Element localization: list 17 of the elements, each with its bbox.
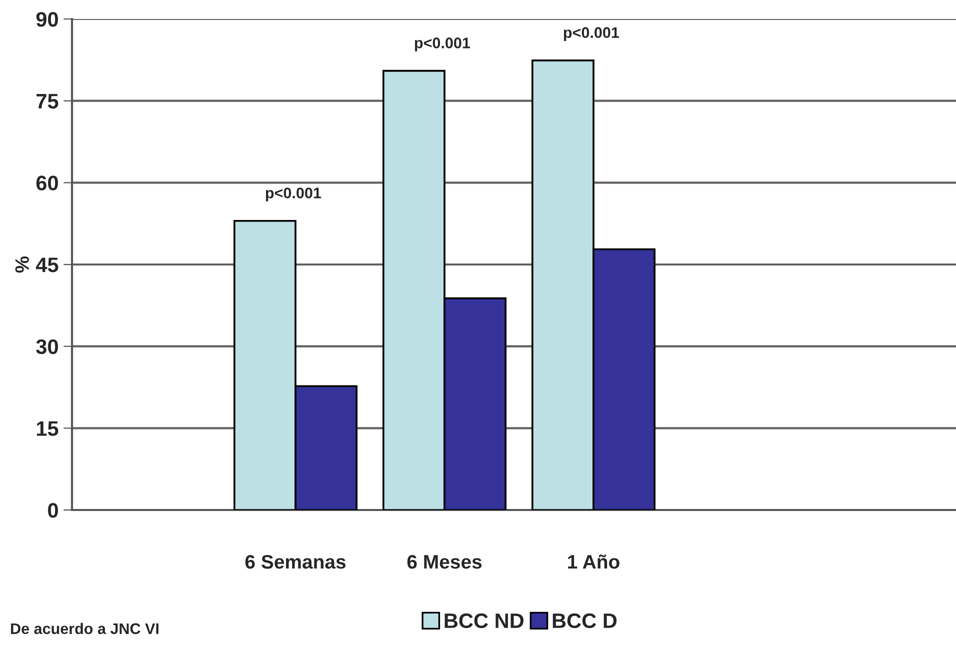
y-tick-label: 60	[36, 176, 58, 190]
y-tick-label: 75	[36, 94, 58, 109]
y-axis-title: %	[15, 256, 29, 273]
x-tick-label: 6 Semanas	[245, 554, 346, 569]
annotation: p<0.001	[414, 38, 470, 52]
y-tick-label: 90	[36, 12, 58, 27]
y-tick-label: 45	[36, 258, 58, 272]
x-tick-label: 6 Meses	[407, 554, 482, 569]
legend-label: BCC D	[552, 613, 617, 628]
y-tick-label: 0	[48, 503, 58, 518]
text: De acuerdo a JNC VI	[11, 622, 158, 634]
legend-label: BCC ND	[444, 613, 524, 628]
y-tick-label: 15	[36, 421, 58, 436]
annotation: p<0.001	[266, 188, 322, 202]
y-tick-label: 30	[36, 339, 58, 354]
x-tick-label: 1 Año	[568, 554, 620, 569]
annotation: p<0.001	[564, 27, 620, 42]
